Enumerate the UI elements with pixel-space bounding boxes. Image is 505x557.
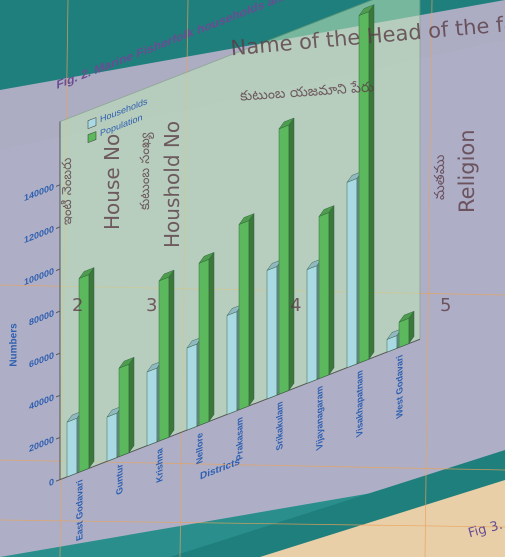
y-tick-label: 40000 <box>29 392 54 411</box>
bar <box>158 269 175 442</box>
form-col-number: 3 <box>146 295 158 316</box>
y-tick <box>56 310 60 314</box>
bar-front <box>146 367 158 446</box>
y-tick <box>56 394 60 398</box>
bar <box>198 251 215 426</box>
bar-side <box>248 213 255 407</box>
x-tick-label: Nellore <box>195 431 205 465</box>
bar <box>278 117 295 395</box>
bar-front <box>226 311 238 415</box>
bar-front <box>398 317 410 348</box>
x-tick-label: East Godavari <box>75 478 85 542</box>
y-tick <box>56 184 60 187</box>
bar-front <box>318 212 330 379</box>
bar-front <box>66 417 78 478</box>
bar-side <box>408 310 415 345</box>
y-tick <box>56 226 60 229</box>
bar-side <box>168 269 175 438</box>
x-tick-label: West Godavari <box>395 353 405 420</box>
y-tick <box>56 436 60 440</box>
x-tick-label: Vijayanagaram <box>315 385 325 452</box>
y-tick-label: 0 <box>49 477 54 489</box>
band-teal <box>170 450 505 557</box>
x-tick-label: Visakhapatnam <box>355 369 365 439</box>
y-tick-label: 100000 <box>24 266 54 287</box>
legend-swatch <box>87 117 97 130</box>
form-col-number: 4 <box>290 295 302 316</box>
bar-front <box>106 412 118 462</box>
bar-front <box>118 363 130 457</box>
y-tick <box>56 352 60 356</box>
form-household-en: Houshold No <box>160 120 184 248</box>
y-tick-label: 20000 <box>29 434 54 453</box>
x-tick-label: Prakasam <box>235 416 245 462</box>
form-col-number: 2 <box>72 295 84 316</box>
bar-front <box>158 276 170 442</box>
bar-front <box>198 259 210 426</box>
y-tick-label: 120000 <box>24 224 54 245</box>
y-tick-label: 80000 <box>29 308 54 327</box>
form-religion-te: మతము <box>432 154 448 200</box>
bar-side <box>128 356 135 454</box>
bar-front <box>278 124 290 395</box>
form-line <box>0 519 505 528</box>
bar-side <box>88 267 95 469</box>
form-house-te: ఇంటి నెంబరు <box>60 157 75 225</box>
bar-side <box>288 117 295 391</box>
form-religion-en: Religion <box>455 129 479 213</box>
form-house-en: House No <box>100 133 124 230</box>
bar-side <box>328 205 335 376</box>
chart-plane: Fig. 2. Marine Fisherfolk households and… <box>24 0 421 542</box>
bar <box>398 310 415 348</box>
bar-side <box>208 251 215 423</box>
x-tick-label: Guntur <box>115 462 125 496</box>
form-line <box>424 0 433 557</box>
bar-front <box>306 265 318 384</box>
x-tick-label: Krishna <box>155 446 165 484</box>
y-axis-title: Numbers <box>9 323 20 367</box>
bar-front <box>186 343 198 431</box>
bar <box>358 4 375 364</box>
bar-side <box>368 4 375 360</box>
bar-front <box>358 11 370 364</box>
bar <box>118 356 135 457</box>
x-tick-label: Srikakulam <box>275 400 285 452</box>
y-tick-label: 140000 <box>24 182 54 203</box>
bar-front <box>238 220 250 411</box>
form-household-te: కుటుంబ సంఖ్య <box>138 132 153 210</box>
legend-swatch <box>87 131 97 144</box>
y-tick <box>56 479 60 482</box>
bar-front <box>346 178 358 368</box>
y-tick-label: 60000 <box>29 350 54 369</box>
bar <box>318 205 335 379</box>
bar <box>78 267 95 473</box>
bar-front <box>266 266 278 400</box>
form-col-number: 5 <box>440 295 452 316</box>
bar <box>238 213 255 411</box>
y-tick <box>56 268 60 272</box>
